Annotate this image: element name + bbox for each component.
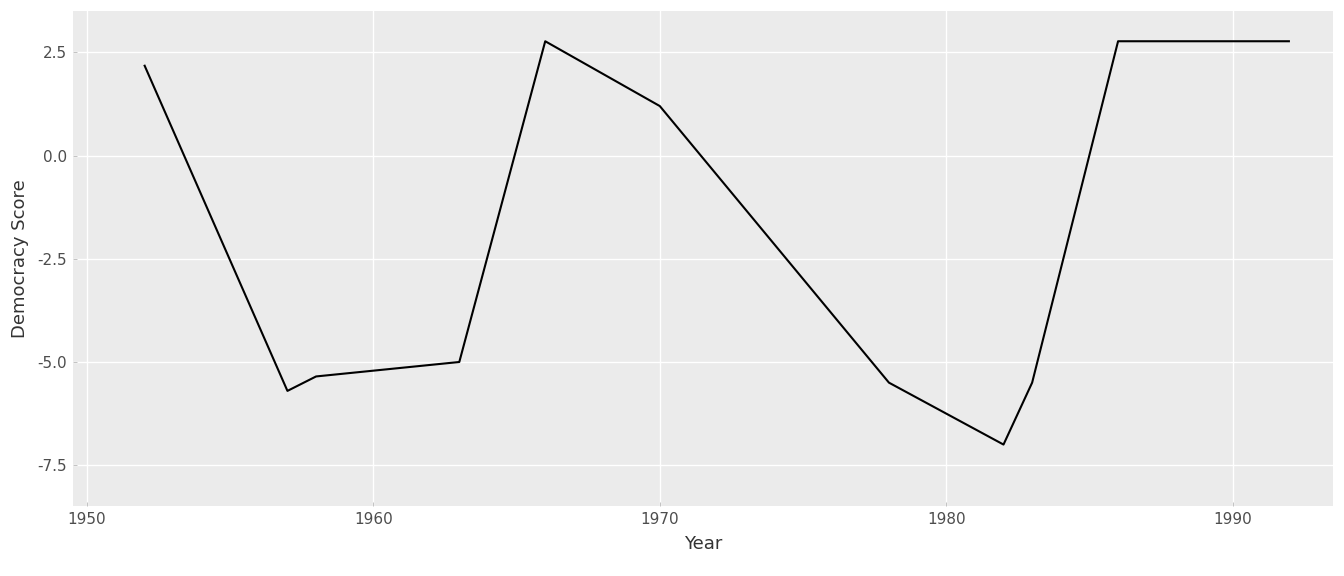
Y-axis label: Democracy Score: Democracy Score (11, 179, 30, 338)
X-axis label: Year: Year (684, 535, 722, 554)
